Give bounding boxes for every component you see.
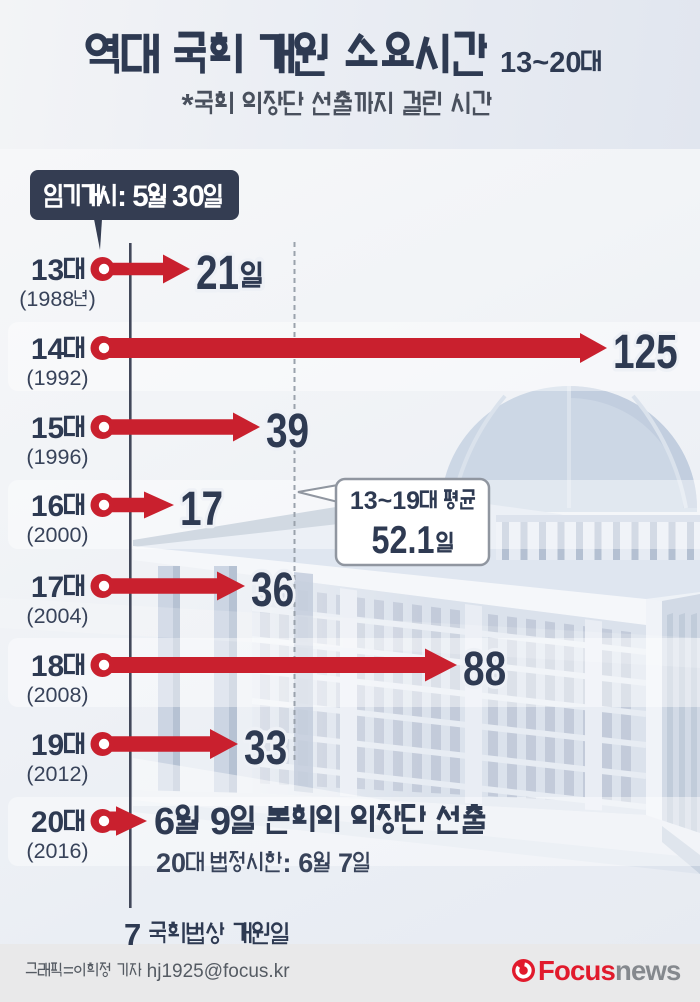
svg-text:): )	[89, 287, 96, 311]
svg-text:33: 33	[244, 721, 287, 775]
svg-text::: :	[283, 848, 292, 878]
svg-text:20: 20	[156, 848, 186, 878]
svg-text:52.1: 52.1	[372, 518, 435, 562]
svg-text:13~20: 13~20	[500, 47, 581, 79]
svg-text:Focus: Focus	[538, 955, 615, 986]
svg-text:(1996): (1996)	[26, 445, 88, 469]
svg-text:*: *	[181, 87, 194, 122]
svg-text:20: 20	[31, 806, 64, 839]
svg-text:14: 14	[31, 333, 65, 366]
svg-text:15: 15	[31, 412, 64, 445]
svg-text:news: news	[615, 955, 681, 986]
svg-text:9: 9	[210, 801, 231, 843]
svg-text:(2016): (2016)	[26, 839, 88, 863]
svg-text:6: 6	[154, 801, 175, 843]
svg-text:(2012): (2012)	[26, 762, 88, 786]
svg-text:36: 36	[251, 563, 294, 617]
svg-text:(1992): (1992)	[26, 366, 88, 390]
svg-text:7: 7	[338, 848, 353, 878]
svg-text:30: 30	[172, 180, 205, 213]
svg-text:7: 7	[124, 917, 141, 952]
svg-text:hj1925@focus.kr: hj1925@focus.kr	[147, 961, 291, 982]
svg-text:=: =	[63, 961, 74, 982]
svg-text:19: 19	[31, 729, 64, 762]
svg-text:39: 39	[266, 404, 309, 458]
svg-text:(2008): (2008)	[26, 683, 88, 707]
svg-text:(1988: (1988	[19, 287, 74, 311]
svg-text:(2004): (2004)	[26, 604, 88, 628]
svg-text:13: 13	[31, 254, 64, 287]
svg-text:88: 88	[463, 642, 506, 696]
svg-text:125: 125	[613, 325, 678, 379]
svg-text:17: 17	[31, 571, 64, 604]
svg-text::: :	[117, 180, 127, 213]
svg-text:5: 5	[132, 180, 148, 213]
svg-text:21: 21	[196, 246, 239, 300]
svg-text:(2000): (2000)	[26, 523, 88, 547]
svg-text:17: 17	[180, 482, 223, 536]
svg-text:16: 16	[31, 490, 64, 523]
svg-text:18: 18	[31, 650, 64, 683]
svg-text:6: 6	[298, 848, 313, 878]
svg-text:13~19: 13~19	[350, 487, 420, 515]
